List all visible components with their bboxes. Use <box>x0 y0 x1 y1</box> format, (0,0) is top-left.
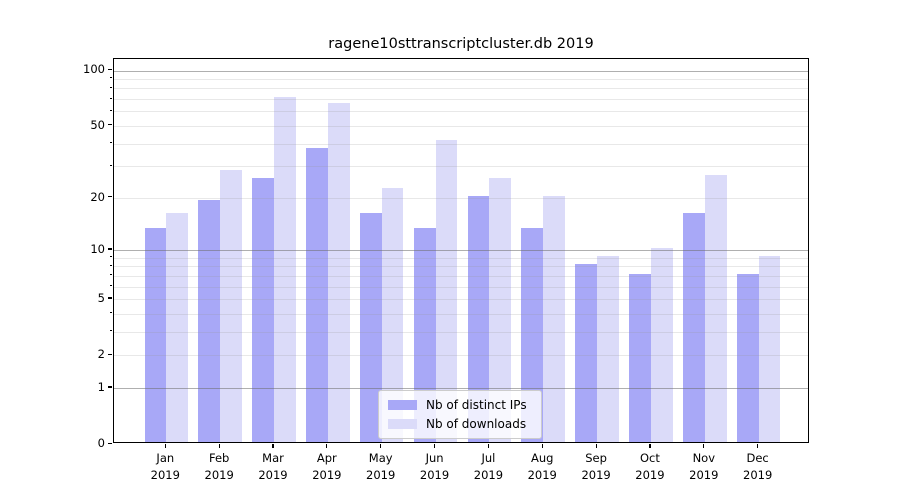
bar-jul-distinct-ips <box>467 195 490 442</box>
x-tick-label-oct: Oct 2019 <box>635 451 665 482</box>
bar-jan-distinct-ips <box>144 228 167 442</box>
bar-mar-distinct-ips <box>252 178 274 442</box>
y-tick-mark-10 <box>108 248 112 250</box>
y-minor-tick-9 <box>109 256 112 258</box>
x-tick-mark-jun <box>433 444 436 448</box>
x-tick-label-feb: Feb 2019 <box>204 451 234 482</box>
x-tick-mark-apr <box>326 444 328 448</box>
y-tick-mark-5 <box>108 297 112 299</box>
y-tick-label-1: 1 <box>97 379 105 394</box>
bar-jun-downloads <box>435 139 458 442</box>
bar-sep-downloads <box>597 255 619 442</box>
bar-feb-downloads <box>220 169 242 442</box>
y-minor-tick-3 <box>109 330 112 332</box>
x-tick-mark-feb <box>218 444 220 448</box>
y-tick-label-20: 20 <box>90 189 105 204</box>
y-minor-tick-90 <box>109 77 112 79</box>
bar-oct-downloads <box>650 247 673 442</box>
x-tick-label-jul: Jul 2019 <box>473 451 504 482</box>
y-tick-mark-0 <box>108 442 112 444</box>
bar-feb-distinct-ips <box>198 199 221 442</box>
y-tick-mark-50 <box>108 124 112 126</box>
x-tick-mark-nov <box>703 444 705 448</box>
x-tick-label-may: May 2019 <box>366 451 396 482</box>
y-minor-tick-60 <box>109 109 112 111</box>
x-tick-mark-sep <box>595 444 597 448</box>
y-tick-label-100: 100 <box>83 62 105 77</box>
y-tick-label-5: 5 <box>97 290 105 305</box>
y-minor-tick-7 <box>109 274 112 276</box>
bar-dec-distinct-ips <box>736 273 759 442</box>
y-minor-tick-70 <box>109 97 112 99</box>
bar-jan-downloads <box>166 212 189 442</box>
x-tick-label-jun: Jun 2019 <box>419 451 450 482</box>
x-tick-mark-mar <box>272 444 274 448</box>
y-minor-tick-40 <box>109 141 112 143</box>
x-tick-label-aug: Aug 2019 <box>527 451 557 482</box>
bar-may-distinct-ips <box>359 212 382 442</box>
y-minor-tick-30 <box>109 164 112 166</box>
bar-apr-downloads <box>327 102 350 442</box>
bar-jul-downloads <box>489 178 512 442</box>
x-tick-label-jan: Jan 2019 <box>150 451 180 482</box>
y-tick-label-2: 2 <box>97 347 105 362</box>
plot-area: Nb of distinct IPs Nb of downloads <box>113 58 809 443</box>
x-tick-label-mar: Mar 2019 <box>258 451 288 482</box>
bar-nov-downloads <box>704 175 727 442</box>
x-tick-label-apr: Apr 2019 <box>312 451 342 482</box>
x-tick-label-nov: Nov 2019 <box>689 451 719 482</box>
y-tick-mark-1 <box>108 386 112 388</box>
x-tick-mark-may <box>380 444 382 448</box>
x-tick-mark-jan <box>164 444 166 448</box>
bars-layer <box>114 59 808 442</box>
bar-may-downloads <box>381 188 404 442</box>
y-minor-tick-8 <box>109 264 112 266</box>
y-tick-label-10: 10 <box>90 241 105 256</box>
x-tick-label-sep: Sep 2019 <box>581 451 611 482</box>
bar-sep-distinct-ips <box>575 264 598 442</box>
legend-label-downloads: Nb of downloads <box>426 417 527 431</box>
y-minor-tick-6 <box>109 285 112 287</box>
bar-oct-distinct-ips <box>629 273 651 442</box>
y-tick-mark-20 <box>108 196 112 198</box>
x-tick-label-dec: Dec 2019 <box>743 451 773 482</box>
x-tick-mark-oct <box>649 444 651 448</box>
x-tick-mark-jul <box>487 444 489 448</box>
x-tick-mark-aug <box>541 444 543 448</box>
x-tick-mark-dec <box>757 444 759 448</box>
bar-aug-downloads <box>543 195 566 442</box>
y-tick-label-0: 0 <box>97 436 105 450</box>
bar-nov-distinct-ips <box>683 212 705 442</box>
y-tick-mark-2 <box>108 353 112 355</box>
legend: Nb of distinct IPs Nb of downloads <box>378 390 542 439</box>
y-tick-label-50: 50 <box>90 117 105 132</box>
legend-item-distinct-ips: Nb of distinct IPs <box>388 398 531 412</box>
legend-item-downloads: Nb of downloads <box>388 417 531 431</box>
y-tick-mark-100 <box>108 68 112 71</box>
bar-dec-downloads <box>758 255 781 442</box>
bar-mar-downloads <box>274 97 296 442</box>
legend-swatch-downloads <box>388 419 417 429</box>
y-minor-tick-4 <box>109 312 112 314</box>
y-minor-tick-80 <box>109 86 112 88</box>
legend-swatch-distinct-ips <box>388 400 417 410</box>
legend-label-distinct-ips: Nb of distinct IPs <box>426 398 527 412</box>
bar-apr-distinct-ips <box>306 147 328 442</box>
chart-title: ragene10sttranscriptcluster.db 2019 <box>328 36 594 52</box>
